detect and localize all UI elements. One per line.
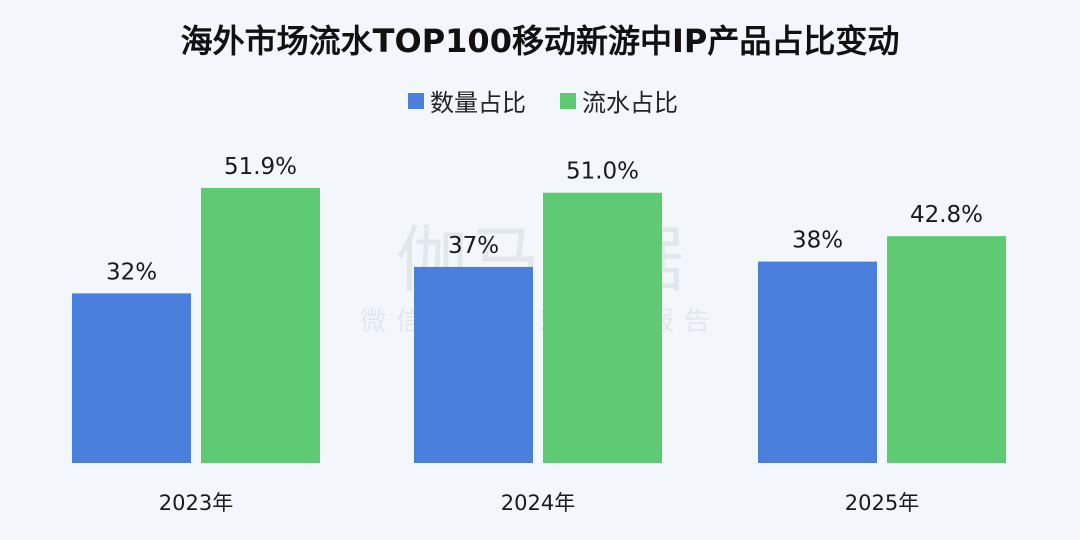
bar-count-share-3 (758, 261, 877, 463)
legend: 数量占比 流水占比 (408, 89, 678, 117)
legend-label-series-1: 数量占比 (430, 89, 526, 117)
chart-title: 海外市场流水TOP100移动新游中IP产品占比变动 (181, 22, 900, 60)
value-label-count-share-3: 38% (792, 228, 843, 254)
legend-swatch-series-1 (408, 93, 424, 109)
bar-count-share-1 (72, 293, 191, 463)
value-label-revenue-share-2: 51.0% (566, 159, 639, 185)
value-labels: 32% 51.9% 37% 51.0% 38% 42.8% (106, 154, 983, 285)
category-label-3: 2025年 (845, 491, 919, 515)
value-label-count-share-1: 32% (106, 259, 157, 285)
category-label-2: 2024年 (501, 491, 575, 515)
category-labels: 2023年 2024年 2025年 (159, 491, 919, 515)
bar-revenue-share-3 (887, 236, 1006, 463)
legend-swatch-series-2 (560, 93, 576, 109)
bar-revenue-share-2 (543, 192, 662, 463)
category-label-1: 2023年 (159, 491, 233, 515)
value-label-revenue-share-3: 42.8% (910, 202, 983, 228)
bar-revenue-share-1 (201, 187, 320, 463)
bars (72, 187, 1006, 463)
watermark-sub-text: 微信号：游戏产业报告 (360, 307, 720, 337)
legend-label-series-2: 流水占比 (582, 89, 678, 117)
value-label-count-share-2: 37% (448, 233, 499, 259)
watermark: 伽马数据 微信号：游戏产业报告 (360, 218, 720, 337)
value-label-revenue-share-1: 51.9% (224, 154, 297, 180)
bar-count-share-2 (414, 266, 533, 463)
